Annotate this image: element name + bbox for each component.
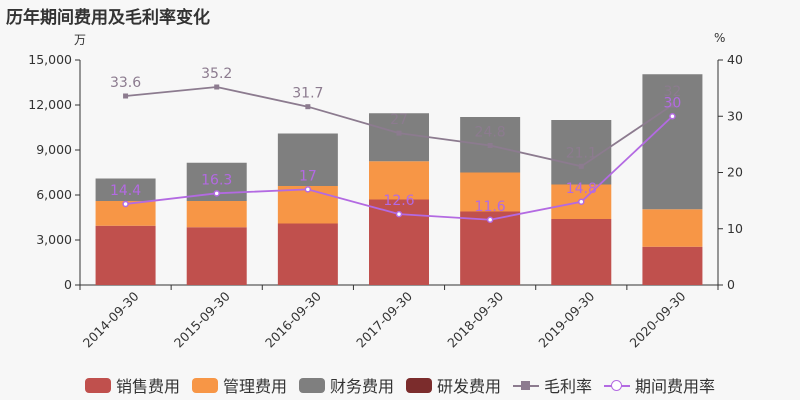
- x-tick-label: 2015-09-30: [171, 288, 233, 350]
- bar-finance: [95, 178, 156, 201]
- bar-admin: [460, 172, 521, 212]
- gross-margin-label: 27: [390, 112, 408, 128]
- y-right-tick-label: 40: [727, 52, 743, 67]
- gross-margin-point: [487, 143, 493, 148]
- y-left-tick-label: 12,000: [28, 97, 72, 112]
- period-expense-label: 14.4: [110, 183, 141, 199]
- gross-margin-label: 21.1: [566, 145, 597, 161]
- legend-item-sales[interactable]: 销售费用: [84, 373, 180, 397]
- gross-margin-point: [578, 163, 584, 169]
- gross-margin-point: [669, 102, 675, 108]
- bar-finance: [642, 74, 703, 210]
- y-right-tick-label: 30: [727, 108, 743, 123]
- legend-swatch-admin: [191, 377, 218, 393]
- gross-margin-label: 31.7: [292, 86, 323, 102]
- right-axis-unit: %: [714, 31, 726, 45]
- chart-title: 历年期间费用及毛利率变化: [6, 8, 210, 28]
- y-left-tick-label: 15,000: [28, 52, 72, 67]
- y-right-tick-label: 20: [727, 165, 743, 180]
- period-expense-point: [213, 190, 220, 197]
- x-tick-label: 2018-09-30: [444, 288, 506, 350]
- x-tick-label: 2020-09-30: [627, 288, 689, 350]
- legend-label-gross: 毛利率: [544, 377, 593, 396]
- x-tick-label: 2019-09-30: [535, 288, 597, 350]
- period-expense-point: [578, 198, 585, 205]
- y-left-tick-label: 3,000: [36, 232, 72, 247]
- y-left-tick-label: 6,000: [36, 187, 72, 202]
- bar-sales: [95, 225, 156, 285]
- legend-item-rnd[interactable]: 研发费用: [406, 373, 501, 397]
- bar-finance: [277, 133, 338, 186]
- bar-finance: [369, 113, 429, 162]
- legend-label-period: 期间费用率: [635, 377, 716, 396]
- gross-margin-label: 32: [664, 84, 682, 100]
- gross-margin-point: [305, 104, 311, 110]
- legend-item-period[interactable]: 期间费用率: [604, 373, 715, 397]
- bar-sales: [460, 211, 521, 285]
- bar-sales: [277, 223, 338, 285]
- legend-swatch-rnd: [406, 377, 432, 393]
- period-expense-label: 17: [299, 168, 317, 184]
- bar-sales: [186, 227, 247, 285]
- y-left-tick-label: 0: [64, 277, 72, 292]
- bar-admin: [642, 209, 703, 247]
- left-axis-unit: 万: [74, 33, 87, 47]
- period-expense-label: 14.8: [566, 181, 597, 197]
- chart-legend: 销售费用 管理费用 财务费用 研发费用 毛利率 期间费用率: [0, 372, 800, 398]
- x-tick-label: 2016-09-30: [262, 288, 324, 350]
- gross-margin-label: 33.6: [110, 75, 141, 91]
- period-expense-point: [669, 113, 676, 120]
- legend-label-rnd: 研发费用: [437, 377, 502, 396]
- gross-margin-point: [396, 130, 402, 136]
- legend-label-sales: 销售费用: [115, 377, 180, 396]
- legend-label-finance: 财务费用: [329, 377, 394, 396]
- gross-margin-point: [123, 93, 129, 99]
- period-expense-label: 11.6: [475, 199, 506, 215]
- legend-item-admin[interactable]: 管理费用: [191, 373, 287, 397]
- gross-margin-point: [214, 84, 220, 90]
- legend-label-admin: 管理费用: [222, 377, 287, 396]
- period-expense-point: [122, 200, 129, 208]
- y-right-tick-label: 10: [727, 221, 743, 236]
- legend-swatch-sales: [84, 377, 111, 393]
- period-expense-point: [304, 186, 312, 193]
- legend-item-finance[interactable]: 财务费用: [298, 373, 394, 397]
- legend-swatch-finance: [298, 377, 325, 393]
- period-expense-label: 30: [664, 95, 682, 111]
- bar-admin: [369, 161, 429, 200]
- bar-sales: [551, 219, 612, 285]
- gross-margin-label: 24.8: [475, 125, 506, 141]
- legend-swatch-gross: [513, 378, 540, 393]
- period-expense-point: [486, 216, 494, 223]
- x-tick-label: 2017-09-30: [353, 288, 415, 350]
- gross-margin-label: 35.2: [201, 66, 232, 82]
- legend-swatch-period: [604, 378, 631, 393]
- y-right-tick-label: 0: [727, 277, 735, 292]
- period-expense-label: 12.6: [383, 193, 414, 209]
- y-left-tick-label: 9,000: [36, 142, 72, 157]
- legend-item-gross[interactable]: 毛利率: [513, 373, 592, 397]
- period-expense-point: [395, 210, 403, 218]
- bar-sales: [642, 246, 703, 285]
- x-tick-label: 2014-09-30: [80, 288, 142, 350]
- period-expense-label: 16.3: [201, 172, 232, 188]
- bar-admin: [186, 201, 247, 228]
